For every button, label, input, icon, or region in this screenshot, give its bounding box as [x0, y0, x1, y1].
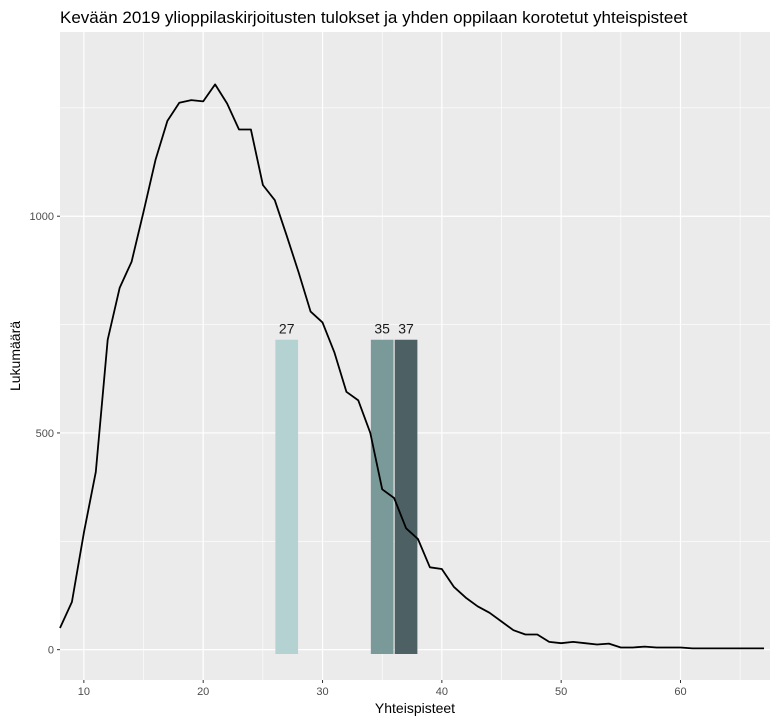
x-tick-label: 20 — [197, 686, 209, 698]
score-bar-label-35: 35 — [374, 321, 390, 337]
x-tick-label: 40 — [436, 686, 448, 698]
x-tick-label: 50 — [555, 686, 567, 698]
score-bar-37 — [394, 339, 418, 654]
score-bar-label-27: 27 — [279, 321, 295, 337]
y-axis-title: Lukumäärä — [7, 321, 23, 391]
x-axis-title: Yhteispisteet — [375, 700, 455, 716]
tick-layer: 10 20 30 40 50 60 0 500 1000 — [30, 211, 687, 698]
chart-title: Kevään 2019 ylioppilaskirjoitusten tulok… — [60, 8, 688, 27]
x-tick-label: 10 — [78, 686, 90, 698]
y-tick-label: 500 — [36, 428, 54, 440]
score-bar-27 — [275, 339, 299, 654]
line-layer — [59, 83, 764, 650]
score-bar-label-37: 37 — [398, 321, 414, 337]
y-tick-label: 0 — [48, 645, 54, 657]
x-tick-label: 60 — [674, 686, 686, 698]
grid-layer — [60, 32, 770, 680]
bar-layer: 27 35 37 — [275, 321, 418, 654]
x-tick-label: 30 — [316, 686, 328, 698]
score-bar-35 — [370, 339, 394, 654]
y-tick-label: 1000 — [30, 211, 54, 223]
distribution-line — [59, 83, 764, 650]
